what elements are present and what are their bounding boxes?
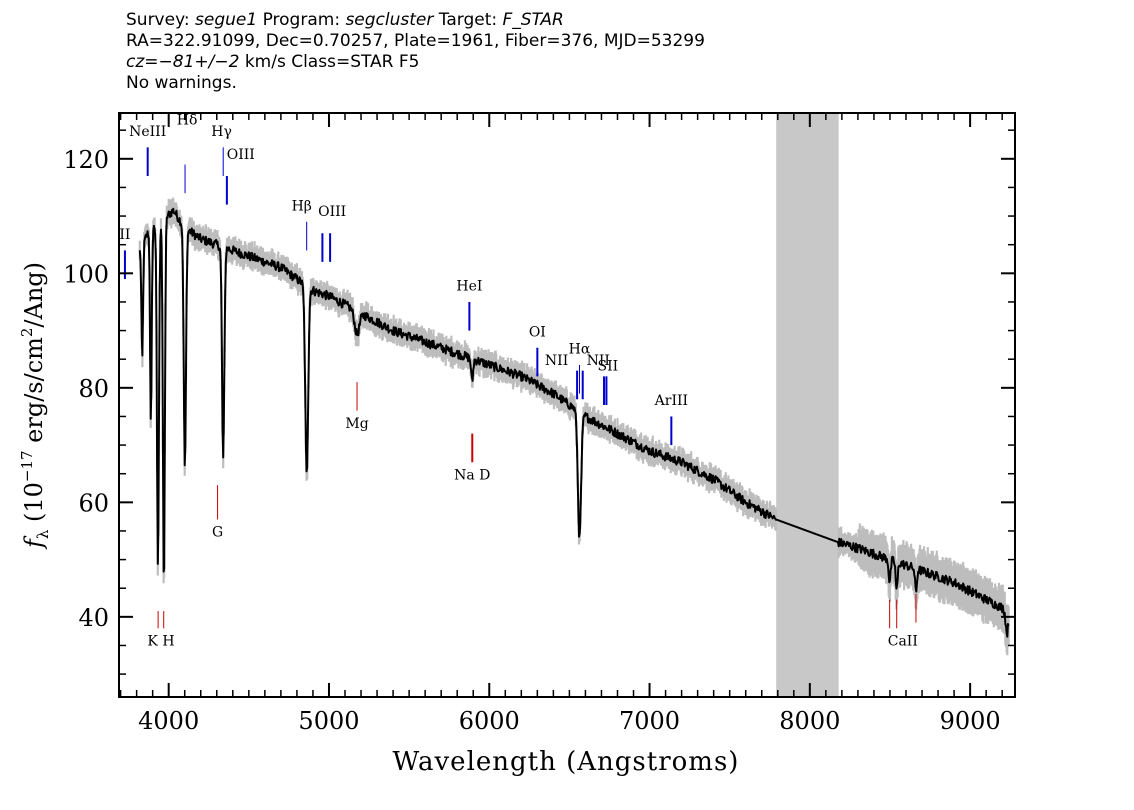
header-survey-line: Survey: segue1 Program: segcluster Targe… (126, 10, 1026, 31)
plot-frame (118, 112, 1016, 698)
x-axis-label: Wavelength (Angstroms) (393, 747, 740, 777)
emission-label-2: Hγ (211, 124, 232, 140)
header-survey-part-2: Program: (257, 10, 346, 30)
emission-label-4: Hβ (292, 198, 312, 214)
header-redshift-part-1: km/s Class=STAR F5 (239, 52, 420, 72)
emission-label-15: ArIII (654, 393, 688, 409)
header-coordinates-line: RA=322.91099, Dec=0.70257, Plate=1961, F… (126, 31, 705, 51)
emission-label-7: II (119, 227, 130, 243)
y-tick-label-1: 60 (78, 489, 109, 517)
noise-envelope (138, 197, 1010, 656)
absorption-label-2: Mg (345, 416, 368, 432)
axis-ticks: 4000 5000 6000 7000 8000 9000 40 60 80 100 120 (63, 113, 1015, 735)
x-tick-label-0: 4000 (138, 707, 199, 735)
absorption-label-3: Na D (454, 467, 490, 483)
emission-label-9: OI (529, 324, 546, 340)
y-tick-label-3: 100 (63, 260, 109, 288)
spectrum-line (138, 207, 1010, 638)
emission-label-0: NeIII (129, 124, 166, 140)
x-tick-label-3: 7000 (619, 707, 680, 735)
header-redshift-line: cz=−81+/−2 km/s Class=STAR F5 (126, 52, 1026, 73)
header-survey-part-4: Target: (433, 10, 503, 30)
spectrum-header: Survey: segue1 Program: segcluster Targe… (126, 10, 1026, 94)
noise-band (138, 197, 1010, 656)
y-tick-label-2: 80 (78, 375, 109, 403)
header-survey-part-1: segue1 (195, 10, 258, 30)
absorption-label-1: G (212, 525, 223, 541)
emission-label-13: SII (598, 359, 619, 375)
header-survey-part-3: segcluster (345, 10, 434, 30)
emission-label-12: NII (587, 353, 610, 369)
x-tick-label-1: 5000 (298, 707, 359, 735)
emission-label-8: HeI (456, 278, 482, 294)
x-tick-label-5: 9000 (940, 707, 1001, 735)
header-survey-part-5: F_STAR (502, 10, 564, 30)
y-axis-label: fλ (10−17 erg/s/cm2/Ang) (18, 262, 52, 550)
absorption-label-0: K H (147, 633, 174, 649)
emission-label-1: Hδ (177, 112, 198, 128)
absorption-label-4: CaII (888, 633, 918, 649)
masked-region (776, 113, 839, 697)
header-warnings-line: No warnings. (126, 73, 237, 93)
header-survey-part-0: Survey: (126, 10, 196, 30)
y-tick-label-0: 40 (78, 604, 109, 632)
x-tick-label-4: 8000 (779, 707, 840, 735)
emission-label-5: OIII (318, 204, 346, 220)
emission-label-3: OIII (227, 147, 255, 163)
y-tick-label-4: 120 (63, 146, 109, 174)
spectrum-series (138, 207, 1010, 638)
emission-label-10: NII (545, 353, 568, 369)
emission-label-11: Hα (569, 341, 591, 357)
header-redshift-part-0: cz=−81+/−2 (126, 52, 240, 72)
x-tick-label-2: 6000 (459, 707, 520, 735)
